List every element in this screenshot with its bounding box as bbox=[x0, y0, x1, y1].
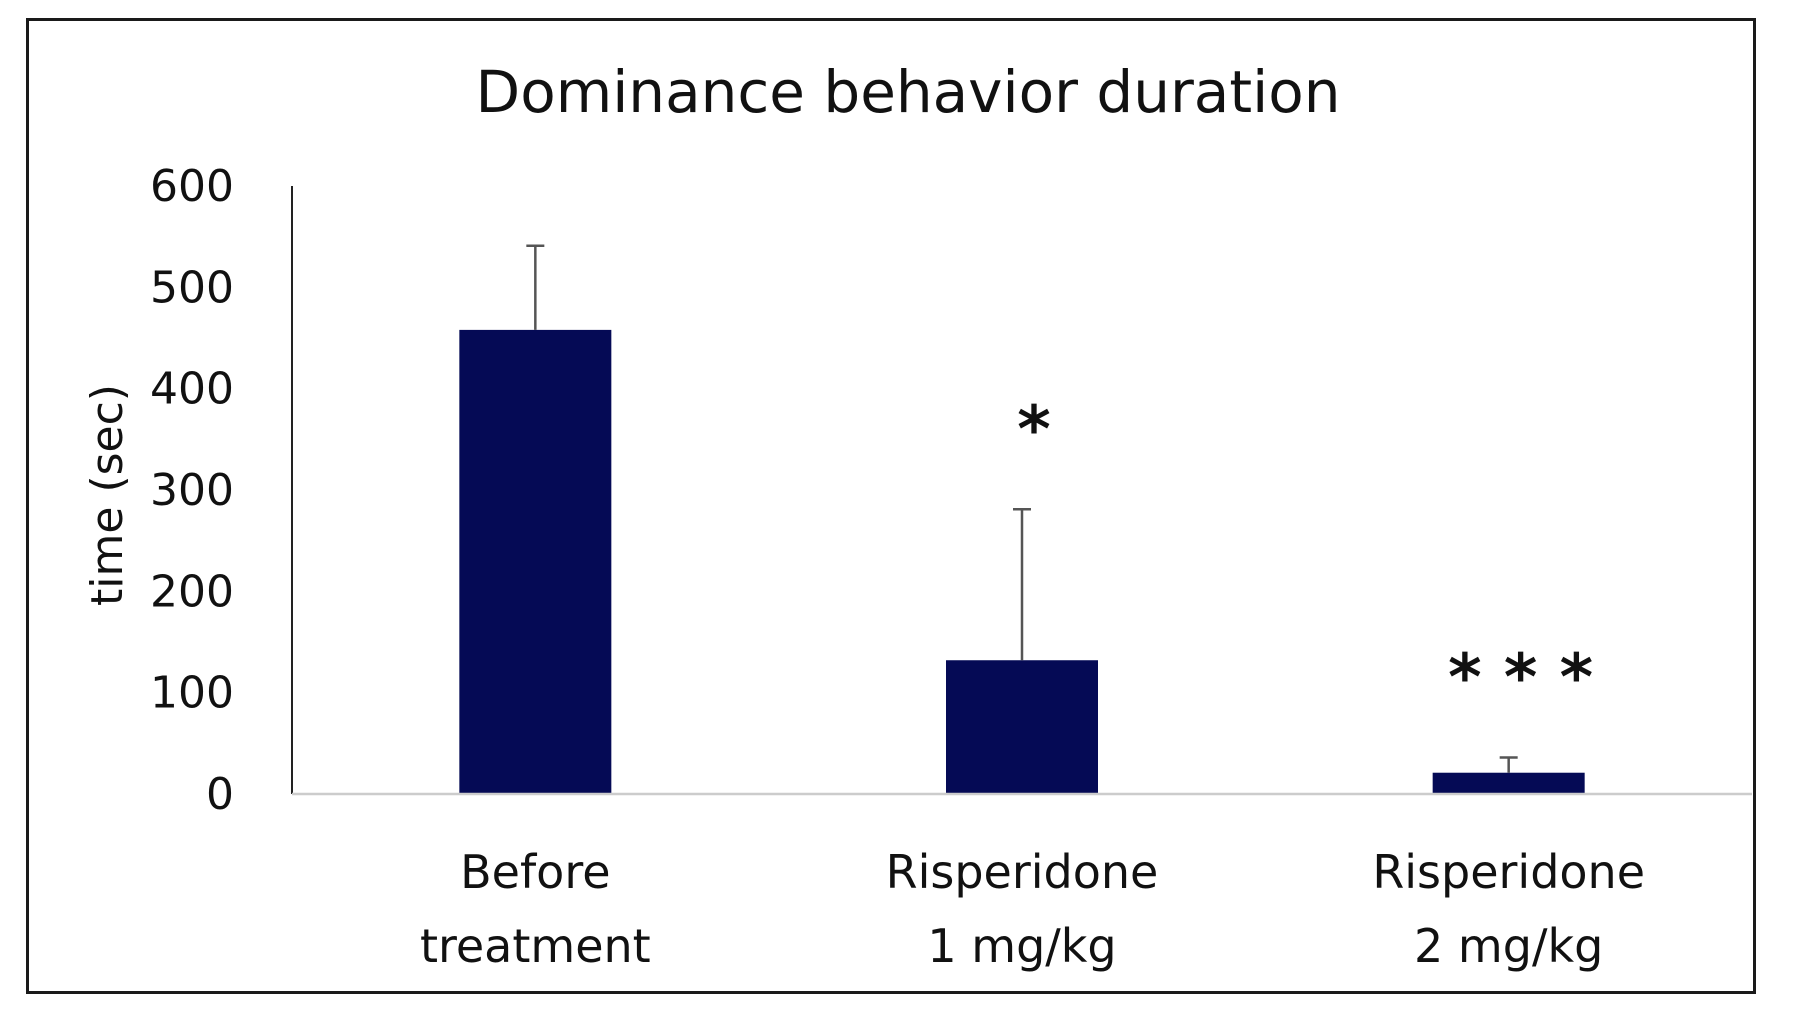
significance-marks: * * * * bbox=[1017, 393, 1593, 715]
x-axis-labels: Before treatment Risperidone 1 mg/kg Risperi… bbox=[420, 845, 1645, 973]
y-tick-label: 0 bbox=[206, 769, 234, 820]
y-tick-label: 400 bbox=[150, 364, 234, 415]
y-tick-label: 600 bbox=[150, 161, 234, 212]
y-axis-title: time (sec) bbox=[82, 384, 133, 606]
chart-title: Dominance behavior duration bbox=[476, 58, 1341, 126]
significance-label: * bbox=[1017, 393, 1050, 467]
error-bar bbox=[1499, 756, 1518, 773]
x-tick-label: Risperidone 1 mg/kg bbox=[886, 845, 1159, 973]
error-bars bbox=[526, 244, 1518, 773]
error-bar bbox=[526, 244, 545, 330]
bars bbox=[459, 329, 1585, 794]
y-tick-label: 300 bbox=[150, 465, 234, 516]
error-bar bbox=[1013, 508, 1031, 661]
x-tick-label: Before treatment bbox=[420, 845, 651, 973]
significance-label: * * * bbox=[1448, 642, 1593, 716]
y-axis-ticks: 0 100 200 300 400 500 600 bbox=[150, 161, 234, 820]
x-tick-label: Risperidone 2 mg/kg bbox=[1372, 845, 1645, 973]
bar bbox=[946, 660, 1098, 794]
y-tick-label: 100 bbox=[150, 668, 234, 719]
bar bbox=[459, 329, 612, 794]
y-tick-label: 200 bbox=[150, 566, 234, 617]
y-tick-label: 500 bbox=[150, 262, 234, 313]
bar bbox=[1432, 772, 1585, 794]
chart-frame bbox=[26, 18, 1756, 994]
